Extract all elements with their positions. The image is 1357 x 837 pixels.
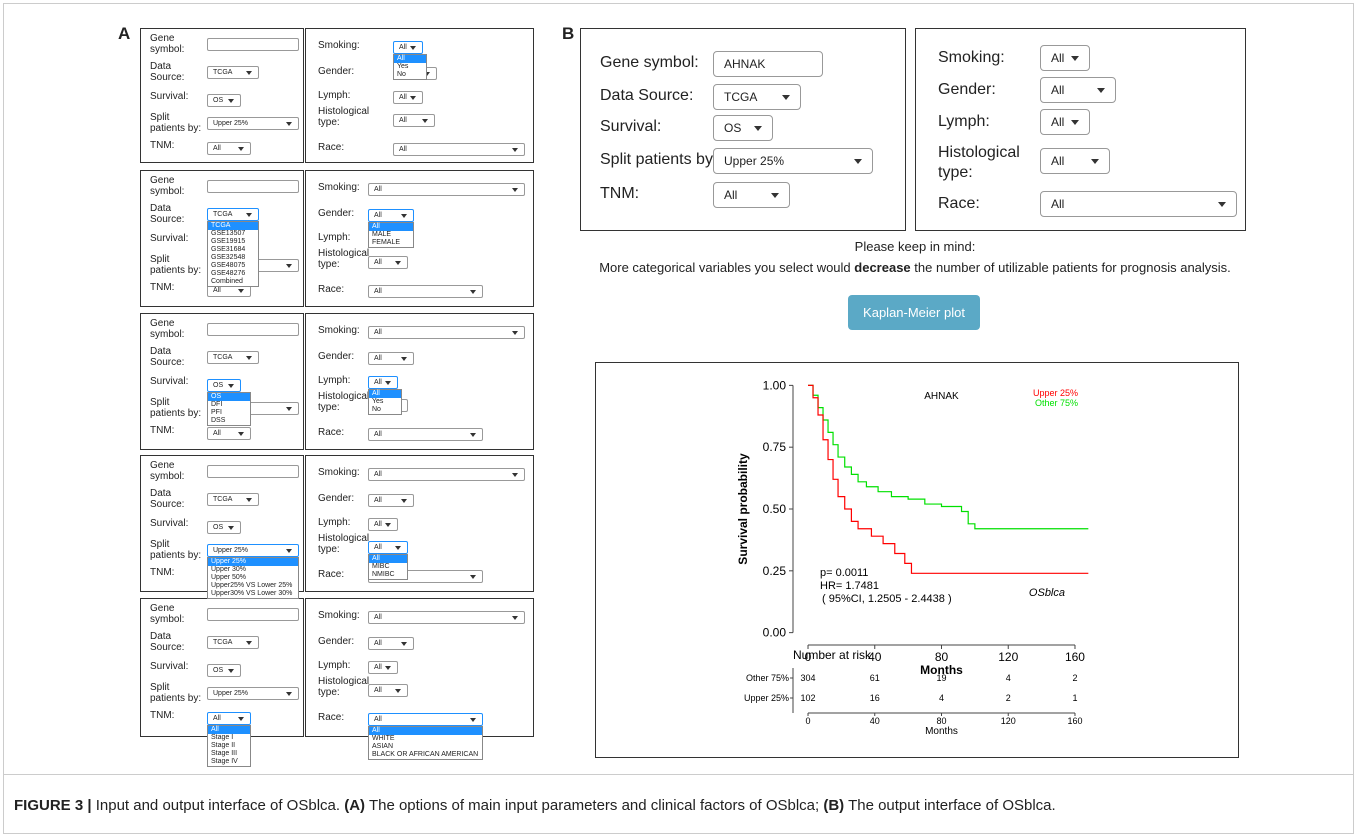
risk-count: 2: [1006, 693, 1011, 703]
risk-count: 1: [1072, 693, 1077, 703]
dropdown-list: AllMALEFEMALE: [368, 222, 414, 248]
dropdown-option[interactable]: TCGA: [208, 222, 258, 230]
dropdown-option[interactable]: Yes: [369, 398, 401, 406]
dropdown-list: Upper 25%Upper 30%Upper 50%Upper25% VS L…: [207, 557, 299, 599]
dropdown-option[interactable]: All: [394, 55, 426, 63]
km-plot: 0.00 0.25 0.50 0.75 1.00 0 40 80 120 160 Months Sur…: [0, 0, 1357, 837]
dropdown-option[interactable]: Upper 30%: [208, 566, 298, 574]
dropdown-option[interactable]: PFI: [208, 409, 250, 417]
dropdown-option[interactable]: No: [394, 71, 426, 79]
dropdown-option[interactable]: GSE19915: [208, 238, 258, 246]
risk-count: 4: [1006, 673, 1011, 683]
dropdown-option[interactable]: DSS: [208, 417, 250, 425]
legend-entry: Upper 25%: [1033, 388, 1078, 398]
dropdown-option[interactable]: All: [369, 555, 407, 563]
dropdown-option[interactable]: Stage II: [208, 742, 250, 750]
risk-x-tick-label: 40: [870, 716, 880, 726]
risk-count: 102: [801, 693, 816, 703]
dropdown-option[interactable]: GSE48276: [208, 270, 258, 278]
dropdown-option[interactable]: WHITE: [369, 735, 482, 743]
dropdown-list: AllStage IStage IIStage IIIStage IV: [207, 725, 251, 767]
risk-x-tick-label: 120: [1001, 716, 1016, 726]
dropdown-option[interactable]: All: [369, 727, 482, 735]
dropdown-list: OSDFIPFIDSS: [207, 392, 251, 426]
y-tick-label: 0.00: [763, 626, 787, 640]
risk-count: 304: [801, 673, 816, 683]
annotation: OSblca: [1029, 587, 1065, 599]
dropdown-option[interactable]: Yes: [394, 63, 426, 71]
figure: 0.00 0.25 0.50 0.75 1.00 0 40 80 120 160 Months Sur…: [0, 0, 1357, 837]
dropdown-option[interactable]: NMIBC: [369, 571, 407, 579]
y-tick-label: 1.00: [763, 378, 787, 392]
annotation: HR= 1.7481: [820, 580, 879, 592]
risk-count: 16: [870, 693, 880, 703]
risk-row-name: Other 75%: [746, 673, 789, 683]
dropdown-option[interactable]: Stage I: [208, 734, 250, 742]
dropdown-option[interactable]: No: [369, 406, 401, 414]
risk-x-tick-label: 160: [1067, 716, 1082, 726]
dropdown-list: AllYesNo: [393, 54, 427, 80]
y-tick-label: 0.25: [763, 564, 787, 578]
risk-count: 19: [936, 673, 946, 683]
dropdown-option[interactable]: Stage IV: [208, 758, 250, 766]
dropdown-option[interactable]: DFI: [208, 401, 250, 409]
dropdown-option[interactable]: Upper 25%: [208, 558, 298, 566]
risk-title: Number at risk: [793, 648, 872, 662]
dropdown-option[interactable]: BLACK OR AFRICAN AMERICAN: [369, 751, 482, 759]
dropdown-list: TCGAGSE13507GSE19915GSE31684GSE32548GSE4…: [207, 221, 259, 287]
y-tick-label: 0.50: [763, 502, 787, 516]
dropdown-option[interactable]: Stage III: [208, 750, 250, 758]
dropdown-option[interactable]: GSE32548: [208, 254, 258, 262]
risk-x-title: Months: [925, 726, 958, 737]
y-tick-label: 0.75: [763, 440, 787, 454]
risk-x-tick-label: 0: [806, 716, 811, 726]
dropdown-option[interactable]: GSE48075: [208, 262, 258, 270]
dropdown-option[interactable]: MALE: [369, 231, 413, 239]
x-tick-label: 160: [1065, 650, 1085, 664]
dropdown-option[interactable]: All: [369, 390, 401, 398]
chart-title: AHNAK: [924, 391, 959, 402]
dropdown-list: AllMIBCNMIBC: [368, 554, 408, 580]
dropdown-option[interactable]: ASIAN: [369, 743, 482, 751]
dropdown-option[interactable]: FEMALE: [369, 239, 413, 247]
dropdown-option[interactable]: Upper 50%: [208, 574, 298, 582]
dropdown-option[interactable]: OS: [208, 393, 250, 401]
dropdown-option[interactable]: All: [208, 726, 250, 734]
dropdown-option[interactable]: GSE31684: [208, 246, 258, 254]
y-axis-title: Survival probability: [736, 453, 750, 565]
dropdown-option[interactable]: MIBC: [369, 563, 407, 571]
dropdown-option[interactable]: All: [369, 223, 413, 231]
annotation: ( 95%CI, 1.2505 - 2.4438 ): [822, 593, 952, 605]
risk-count: 61: [870, 673, 880, 683]
dropdown-option[interactable]: Combined: [208, 278, 258, 286]
dropdown-option[interactable]: Upper25% VS Lower 25%: [208, 582, 298, 590]
dropdown-option[interactable]: GSE13507: [208, 230, 258, 238]
legend-entry: Other 75%: [1035, 398, 1078, 408]
x-tick-label: 120: [998, 650, 1018, 664]
dropdown-list: AllYesNo: [368, 389, 402, 415]
risk-count: 4: [939, 693, 944, 703]
x-tick-label: 80: [935, 650, 949, 664]
risk-row-name: Upper 25%: [744, 693, 789, 703]
risk-x-tick-label: 80: [936, 716, 946, 726]
risk-count: 2: [1072, 673, 1077, 683]
survival-curve: [808, 385, 1088, 573]
dropdown-list: AllWHITEASIANBLACK OR AFRICAN AMERICAN: [368, 726, 483, 760]
annotation: p= 0.0011: [820, 567, 868, 579]
dropdown-option[interactable]: Upper30% VS Lower 30%: [208, 590, 298, 598]
